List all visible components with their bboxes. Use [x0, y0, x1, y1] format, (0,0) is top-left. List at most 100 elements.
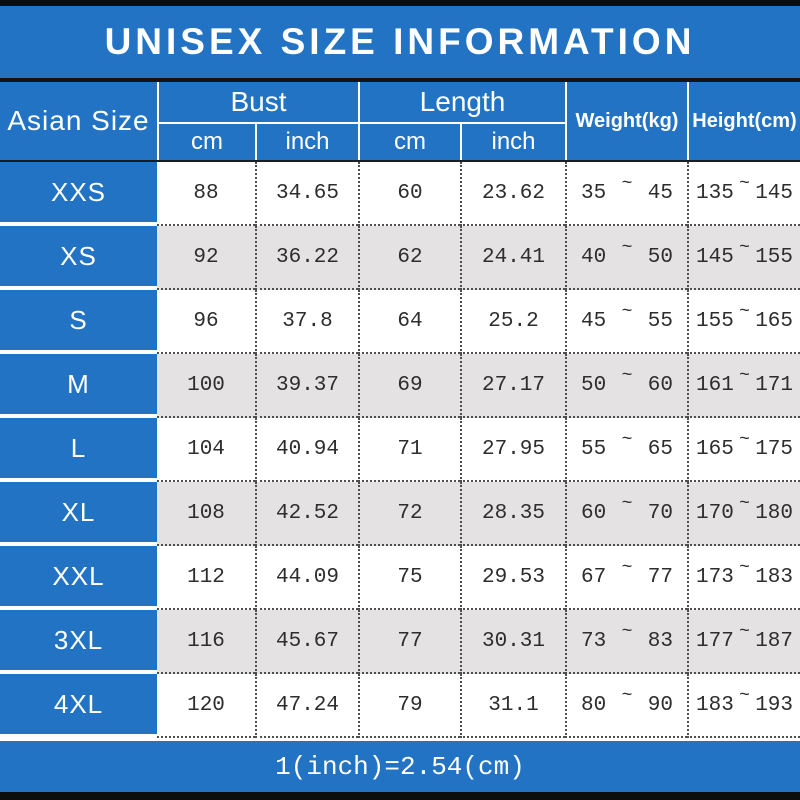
height-range: 177 ~ 187: [687, 610, 800, 674]
height-range: 135 ~ 145: [687, 162, 800, 226]
table-row-xl: XL 108 42.52 72 28.35 60 ~ 70 170 ~ 180: [0, 482, 800, 546]
bust-inch-value: 37.8: [255, 290, 358, 354]
length-cm-value: 77: [358, 610, 460, 674]
bust-subheader: cm inch: [159, 122, 358, 160]
table-row-4xl: 4XL 120 47.24 79 31.1 80 ~ 90 183 ~ 193: [0, 674, 800, 738]
weight-min: 80: [581, 693, 607, 717]
tilde-symbol: ~: [739, 494, 750, 514]
tilde-symbol: ~: [621, 238, 633, 258]
weight-max: 70: [647, 501, 673, 525]
height-min: 135: [696, 181, 734, 205]
weight-min: 45: [581, 309, 607, 333]
length-inch-value: 29.53: [460, 546, 565, 610]
bust-cm-value: 104: [157, 418, 255, 482]
height-max: 145: [755, 181, 793, 205]
top-black-bar: [0, 0, 800, 6]
length-cm-header: cm: [394, 128, 426, 155]
bust-cm-value: 92: [157, 226, 255, 290]
length-inch-value: 23.62: [460, 162, 565, 226]
tilde-symbol: ~: [621, 686, 633, 706]
length-inch-value: 25.2: [460, 290, 565, 354]
height-range: 173 ~ 183: [687, 546, 800, 610]
weight-range: 60 ~ 70: [565, 482, 687, 546]
length-cm-value: 60: [358, 162, 460, 226]
tilde-symbol: ~: [739, 686, 750, 706]
table-body: XXS 88 34.65 60 23.62 35 ~ 45 135 ~ 145 …: [0, 162, 800, 738]
bottom-black-bar: [0, 792, 800, 800]
table-row-xs: XS 92 36.22 62 24.41 40 ~ 50 145 ~ 155: [0, 226, 800, 290]
height-min: 145: [696, 245, 734, 269]
weight-min: 40: [581, 245, 607, 269]
bust-inch-value: 40.94: [255, 418, 358, 482]
weight-max: 60: [647, 373, 673, 397]
row-size-label: XS: [0, 226, 157, 290]
length-cm-value: 64: [358, 290, 460, 354]
tilde-symbol: ~: [739, 430, 750, 450]
tilde-symbol: ~: [621, 558, 633, 578]
height-max: 187: [755, 629, 793, 653]
bust-cm-value: 112: [157, 546, 255, 610]
weight-max: 83: [647, 629, 673, 653]
length-cm-value: 79: [358, 674, 460, 738]
weight-max: 90: [647, 693, 673, 717]
bust-cm-value: 116: [157, 610, 255, 674]
weight-min: 55: [581, 437, 607, 461]
height-range: 155 ~ 165: [687, 290, 800, 354]
length-inch-value: 30.31: [460, 610, 565, 674]
length-inch-value: 28.35: [460, 482, 565, 546]
height-max: 175: [755, 437, 793, 461]
height-min: 177: [696, 629, 734, 653]
bust-cm-value: 88: [157, 162, 255, 226]
row-size-label: XXL: [0, 546, 157, 610]
weight-max: 45: [647, 181, 673, 205]
tilde-symbol: ~: [621, 174, 633, 194]
tilde-symbol: ~: [739, 366, 750, 386]
row-size-label: 4XL: [0, 674, 157, 738]
row-size-label: S: [0, 290, 157, 354]
row-size-label: XL: [0, 482, 157, 546]
weight-max: 55: [647, 309, 673, 333]
tilde-symbol: ~: [739, 558, 750, 578]
table-row-xxs: XXS 88 34.65 60 23.62 35 ~ 45 135 ~ 145: [0, 162, 800, 226]
weight-range: 67 ~ 77: [565, 546, 687, 610]
weight-min: 50: [581, 373, 607, 397]
row-size-label: M: [0, 354, 157, 418]
bust-cm-value: 120: [157, 674, 255, 738]
bust-inch-value: 44.09: [255, 546, 358, 610]
bust-group-label: Bust: [230, 86, 287, 117]
bust-cm-value: 100: [157, 354, 255, 418]
table-row-l: L 104 40.94 71 27.95 55 ~ 65 165 ~ 175: [0, 418, 800, 482]
height-min: 165: [696, 437, 734, 461]
weight-range: 50 ~ 60: [565, 354, 687, 418]
tilde-symbol: ~: [621, 494, 633, 514]
tilde-symbol: ~: [739, 238, 750, 258]
header-underline: [0, 160, 800, 162]
tilde-symbol: ~: [739, 174, 750, 194]
table-row-m: M 100 39.37 69 27.17 50 ~ 60 161 ~ 171: [0, 354, 800, 418]
height-max: 171: [755, 373, 793, 397]
bust-inch-value: 36.22: [255, 226, 358, 290]
height-range: 170 ~ 180: [687, 482, 800, 546]
length-inch-header: inch: [460, 124, 565, 160]
table-row-xxl: XXL 112 44.09 75 29.53 67 ~ 77 173 ~ 183: [0, 546, 800, 610]
height-range: 183 ~ 193: [687, 674, 800, 738]
table-header: Asian Size Bust cm inch Length cm inch W…: [0, 82, 800, 160]
length-inch-value: 27.95: [460, 418, 565, 482]
column-group-length: Length cm inch: [358, 82, 565, 160]
height-max: 183: [755, 565, 793, 589]
weight-max: 77: [647, 565, 673, 589]
weight-header: Weight(kg): [565, 82, 687, 160]
height-range: 145 ~ 155: [687, 226, 800, 290]
tilde-symbol: ~: [621, 430, 633, 450]
length-inch-value: 24.41: [460, 226, 565, 290]
height-min: 183: [696, 693, 734, 717]
weight-range: 40 ~ 50: [565, 226, 687, 290]
height-header: Height(cm): [687, 82, 800, 160]
height-max: 165: [755, 309, 793, 333]
row-size-label: 3XL: [0, 610, 157, 674]
length-cm-value: 71: [358, 418, 460, 482]
page-title: UNISEX SIZE INFORMATION: [104, 21, 696, 62]
bust-inch-value: 34.65: [255, 162, 358, 226]
height-range: 165 ~ 175: [687, 418, 800, 482]
